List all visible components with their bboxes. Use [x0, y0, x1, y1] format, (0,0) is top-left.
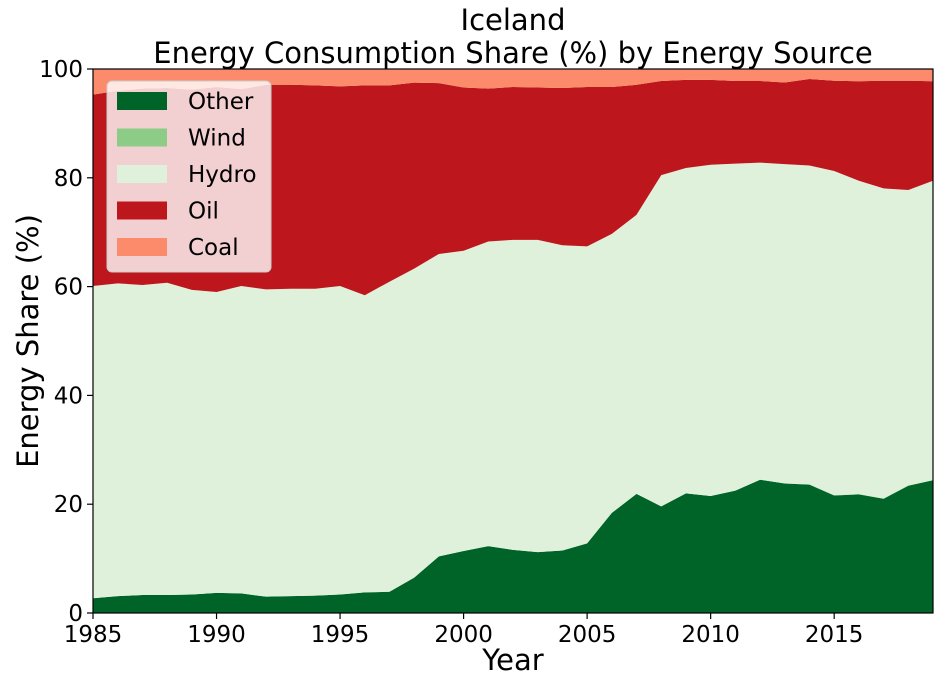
legend-label-oil: Oil: [188, 199, 219, 225]
axes: 1985 1990 1995 2000 2005 2010 2015 0 20 40 60 80 100: [39, 57, 934, 648]
y-axis-label: Energy Share (%): [11, 214, 45, 468]
area-layers: [93, 68, 933, 613]
y-tick-label: 20: [54, 492, 83, 518]
legend-swatch-wind: [117, 128, 167, 147]
x-tick-label: 1990: [187, 622, 246, 648]
plot-frame: [92, 68, 934, 614]
y-tick-label: 100: [39, 57, 83, 83]
x-tick-label: 1995: [311, 622, 370, 648]
x-tick-label: 2005: [558, 622, 617, 648]
x-tick-label: 2000: [434, 622, 493, 648]
area-coal: [93, 68, 933, 95]
legend: Other Wind Hydro Oil Coal: [106, 80, 272, 273]
y-tick-label: 40: [54, 383, 83, 409]
x-tick-label: 2010: [681, 622, 740, 648]
legend-label-hydro: Hydro: [188, 162, 257, 188]
legend-label-coal: Coal: [188, 235, 239, 261]
legend-swatch-coal: [117, 238, 167, 256]
area-oil: [93, 79, 933, 296]
area-hydro: [93, 162, 933, 599]
legend-swatch-oil: [117, 201, 167, 220]
legend-swatch-other: [117, 92, 167, 110]
x-tick-label: 1985: [64, 622, 123, 648]
x-tick-label: 2015: [805, 622, 864, 648]
y-tick-label: 60: [54, 275, 83, 301]
x-axis-label: Year: [481, 643, 543, 677]
chart-subtitle: Energy Consumption Share (%) by Energy S…: [153, 36, 872, 70]
y-tick-label: 0: [68, 601, 83, 627]
legend-label-other: Other: [188, 89, 254, 115]
y-tick-label: 80: [54, 166, 83, 192]
legend-label-wind: Wind: [188, 126, 246, 152]
chart-title: Iceland: [461, 3, 566, 37]
area-other: [93, 479, 933, 613]
legend-swatch-hydro: [117, 165, 167, 183]
